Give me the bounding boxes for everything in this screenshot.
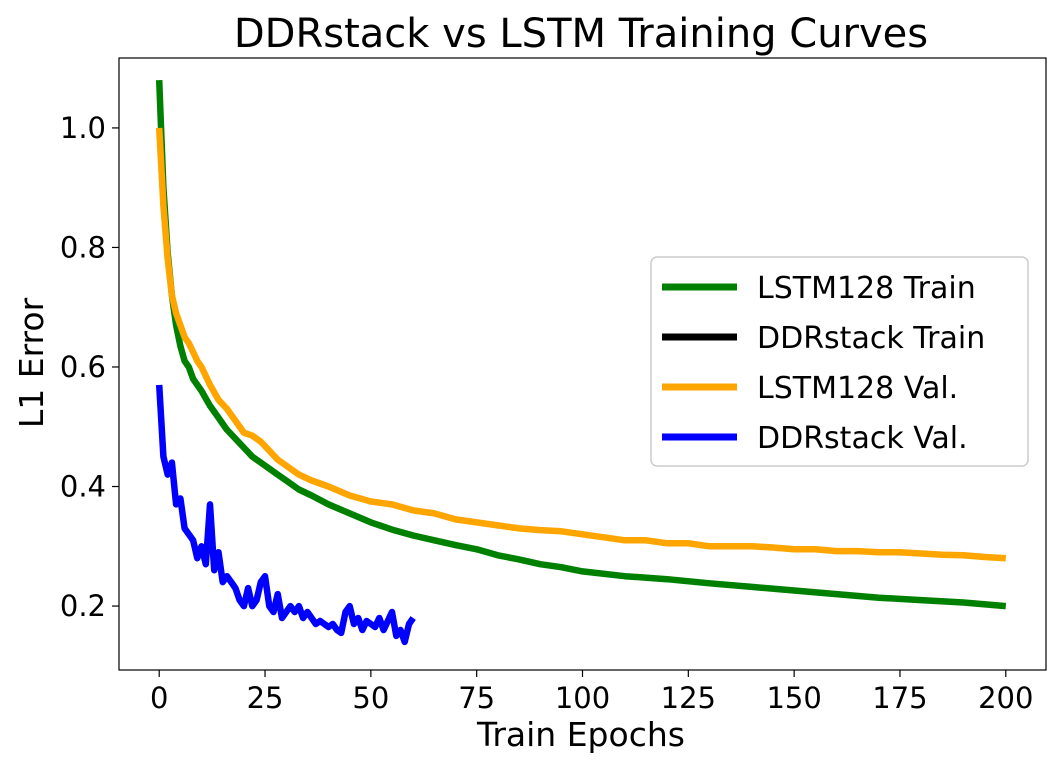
series-line-lstm128-val	[155, 127, 1006, 562]
legend-label-ddrstack-train: DDRstack Train	[757, 321, 985, 356]
series-line-ddrstack-val	[155, 384, 416, 646]
x-tick-label: 150	[766, 681, 821, 715]
chart-title: DDRstack vs LSTM Training Curves	[234, 11, 928, 57]
series-line-lstm128-train	[155, 79, 1007, 610]
y-tick-label: 0.6	[60, 350, 106, 384]
y-tick-label: 0.4	[60, 470, 106, 504]
y-tick-label: 0.2	[60, 589, 106, 623]
series-layer	[155, 79, 1007, 646]
x-tick-label: 25	[247, 681, 284, 715]
legend-label-lstm128-train: LSTM128 Train	[757, 271, 976, 306]
legend-label-ddrstack-val: DDRstack Val.	[757, 421, 968, 456]
x-axis-label: Train Epochs	[476, 715, 685, 754]
legend-box	[650, 256, 1029, 467]
legend-label-lstm128-val: LSTM128 Val.	[757, 371, 958, 406]
x-tick-label: 175	[872, 681, 927, 715]
x-tick-label: 50	[352, 681, 389, 715]
x-tick-label: 75	[458, 681, 495, 715]
y-tick-label: 0.8	[60, 230, 106, 264]
x-tick-label: 125	[661, 681, 716, 715]
x-tick-label: 100	[555, 681, 610, 715]
y-axis: 0.2 0.4 0.6 0.8 1.0	[60, 111, 119, 623]
x-axis: 0 25 50 75 100 125 150 175 200	[150, 670, 1033, 715]
x-tick-label: 0	[150, 681, 168, 715]
legend: LSTM128 Train DDRstack Train LSTM128 Val…	[650, 256, 1029, 467]
y-axis-label: L1 Error	[12, 297, 51, 428]
x-tick-label: 200	[978, 681, 1033, 715]
y-tick-label: 1.0	[60, 111, 106, 145]
